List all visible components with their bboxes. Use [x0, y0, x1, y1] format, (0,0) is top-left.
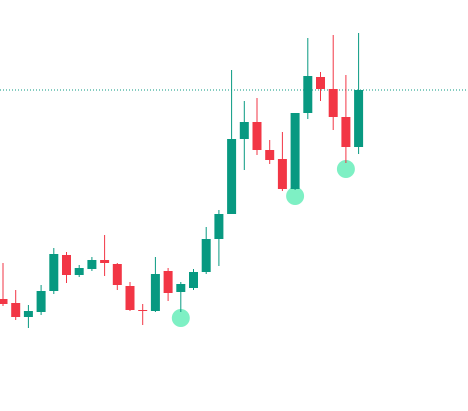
candle-body	[316, 77, 325, 89]
signal-marker	[336, 160, 355, 178]
candle-body	[100, 260, 110, 263]
candle-body	[239, 122, 249, 139]
signal-marker	[171, 309, 190, 327]
candle-body	[74, 268, 84, 275]
candle-body	[290, 113, 300, 189]
candle-body	[0, 299, 8, 304]
candle-body	[303, 76, 313, 113]
candle-body	[138, 310, 148, 311]
candle-body	[265, 150, 275, 160]
candle-body	[189, 272, 198, 288]
candle-body	[125, 286, 135, 310]
candle-body	[112, 264, 122, 285]
candle-body	[201, 239, 211, 272]
candle-body	[227, 139, 237, 214]
candle-body	[328, 89, 338, 117]
signal-marker	[286, 187, 305, 205]
candle-body	[150, 274, 160, 311]
candle-body	[176, 284, 186, 292]
candle-body	[277, 159, 287, 189]
candle-body	[49, 254, 59, 291]
candle-body	[36, 291, 46, 312]
candle-body	[163, 271, 173, 293]
candle-body	[354, 90, 364, 147]
candle-body	[252, 122, 262, 150]
candle-body	[62, 255, 71, 275]
candle-body	[341, 117, 351, 147]
candle-body	[214, 214, 224, 239]
candle-body	[87, 260, 97, 269]
candle-body	[23, 311, 33, 317]
candle-body	[11, 303, 21, 317]
